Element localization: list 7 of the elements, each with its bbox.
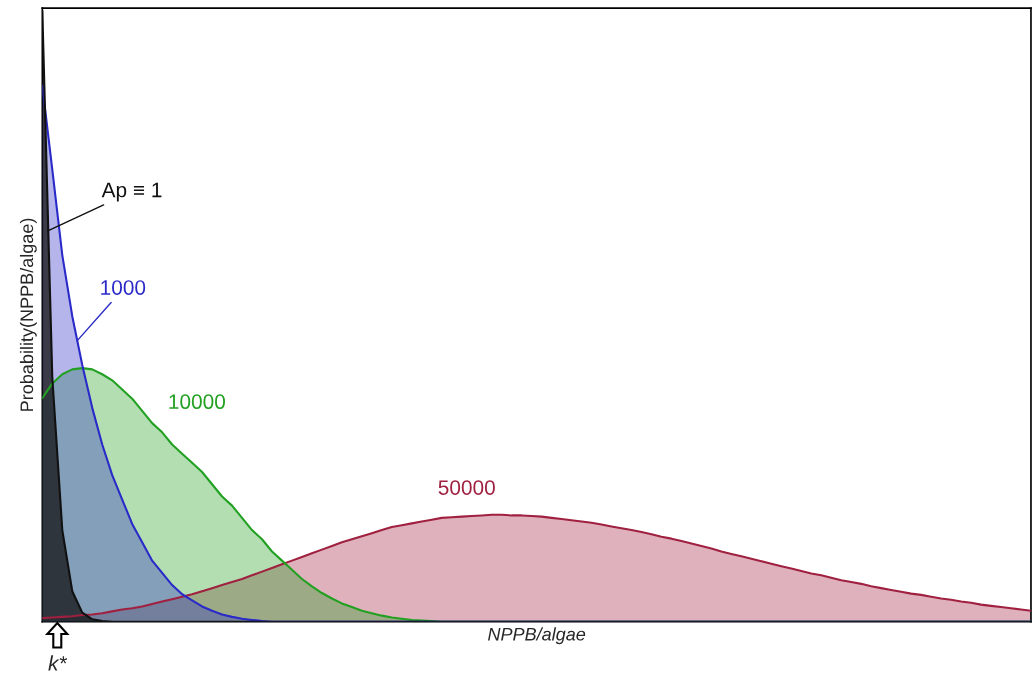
y-axis-title: Probability(NPPB/algae): [19, 218, 37, 411]
series-label: 50000: [438, 480, 495, 495]
text: k*: [48, 655, 68, 671]
text: Ap ≡ 1: [101, 182, 162, 202]
series-label: 10000: [169, 394, 225, 410]
x-axis-title: NPPB/algae: [488, 627, 586, 645]
series-label: 1000: [101, 280, 146, 295]
